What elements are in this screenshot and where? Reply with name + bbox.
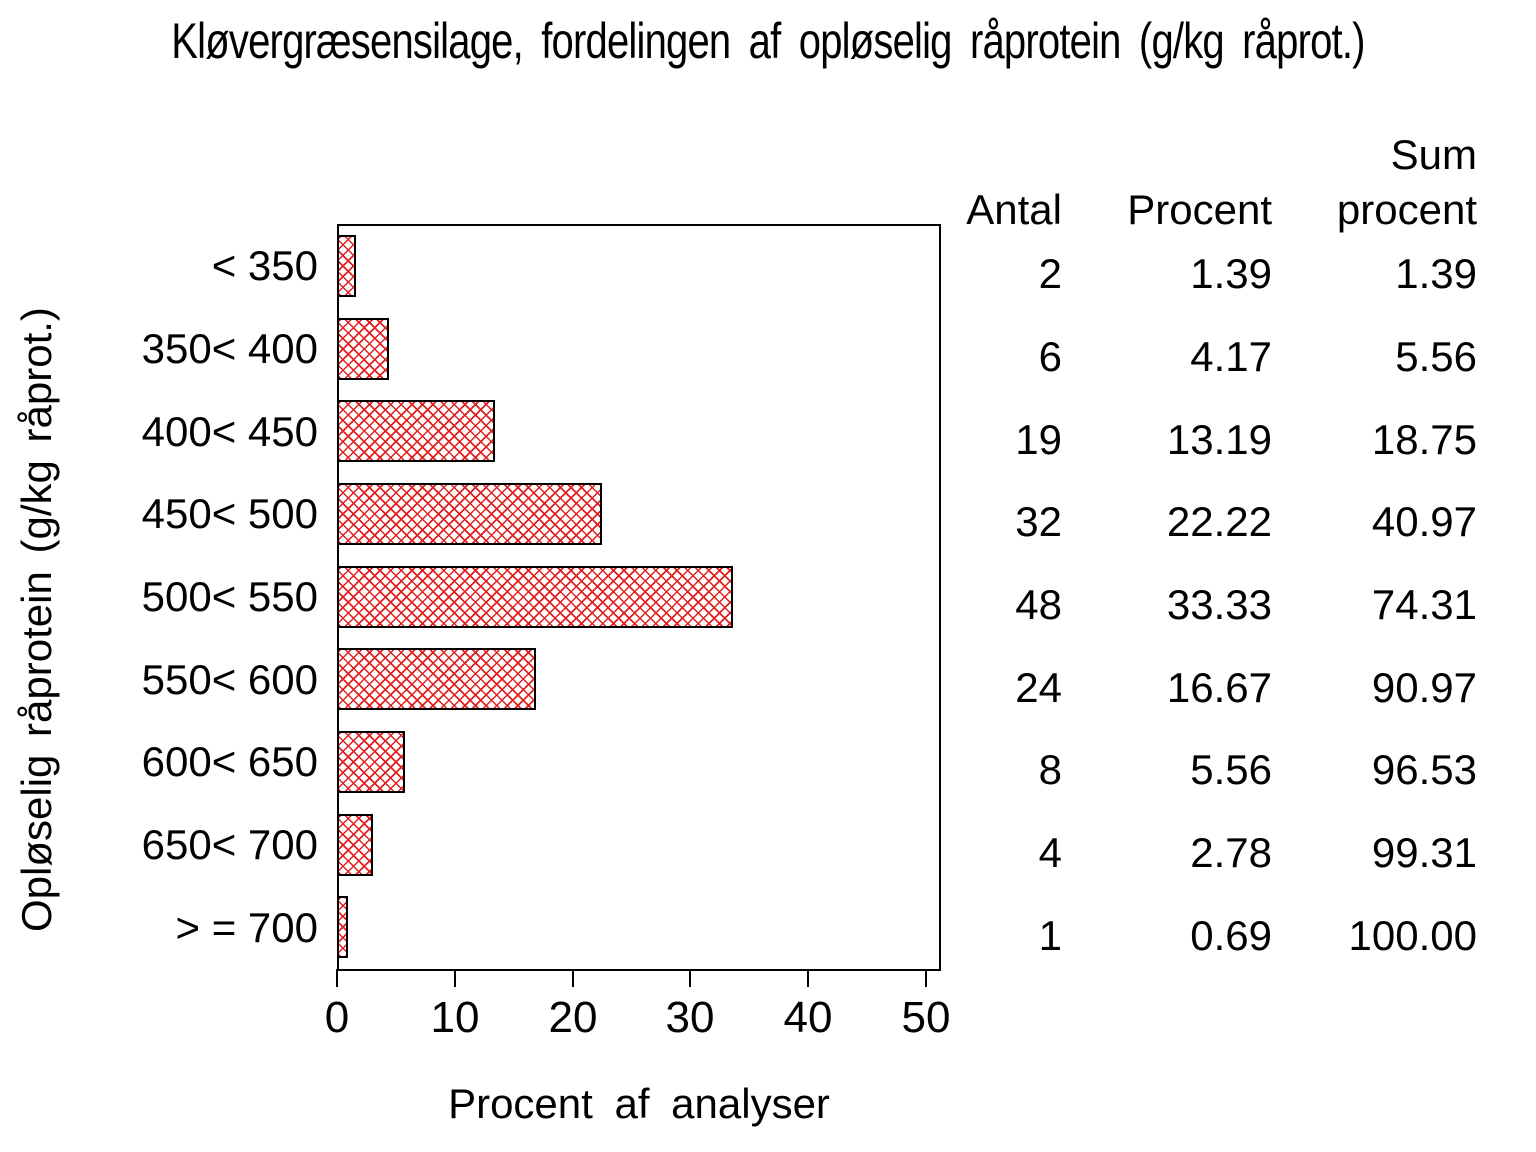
y-axis-title: Opløselig råprotein (g/kg råprot.) — [13, 307, 60, 933]
table-cell-procent: 2.78 — [1190, 829, 1272, 876]
bar-> = 700 — [337, 896, 348, 958]
page-title: Kløvergræsensilage, fordelingen af opløs… — [171, 13, 1365, 69]
bar-600< 650 — [337, 731, 405, 793]
table-cell-procent: 0.69 — [1190, 912, 1272, 959]
table-cell-sum_procent: 90.97 — [1371, 664, 1477, 711]
category-label: 550< 600 — [141, 656, 318, 703]
table-cell-antal: 8 — [1038, 746, 1062, 793]
table-cell-antal: 1 — [1038, 912, 1062, 959]
bar-400< 450 — [337, 400, 495, 462]
x-tick-mark — [689, 969, 691, 987]
table-cell-procent: 1.39 — [1190, 250, 1272, 297]
x-tick-label: 0 — [324, 993, 350, 1042]
table-cell-procent: 22.22 — [1166, 498, 1272, 545]
bar-550< 600 — [337, 648, 536, 710]
x-tick-mark — [572, 969, 574, 987]
x-axis-title: Procent af analyser — [448, 1080, 830, 1127]
table-cell-antal: 19 — [1015, 416, 1062, 463]
x-tick-mark — [336, 969, 338, 987]
table-cell-sum_procent: 5.56 — [1395, 333, 1477, 380]
table-cell-sum_procent: 99.31 — [1371, 829, 1477, 876]
x-tick-mark — [925, 969, 927, 987]
category-label: 650< 700 — [141, 821, 318, 868]
table-cell-sum_procent: 18.75 — [1371, 416, 1477, 463]
category-label: 600< 650 — [141, 738, 318, 785]
table-cell-procent: 33.33 — [1166, 581, 1272, 628]
table-cell-antal: 6 — [1038, 333, 1062, 380]
table-cell-antal: 24 — [1015, 664, 1062, 711]
x-tick-label: 20 — [548, 993, 598, 1042]
category-label: < 350 — [211, 242, 318, 289]
table-cell-antal: 32 — [1015, 498, 1062, 545]
table-cell-antal: 48 — [1015, 581, 1062, 628]
category-label: 500< 550 — [141, 573, 318, 620]
table-cell-procent: 13.19 — [1166, 416, 1272, 463]
bar-650< 700 — [337, 814, 373, 876]
x-tick-mark — [807, 969, 809, 987]
x-tick-label: 10 — [430, 993, 480, 1042]
column-header-sum-line2: procent — [1336, 186, 1477, 233]
x-tick-label: 30 — [665, 993, 715, 1042]
bar-350< 400 — [337, 318, 389, 380]
category-label: 400< 450 — [141, 408, 318, 455]
table-cell-procent: 16.67 — [1166, 664, 1272, 711]
x-tick-label: 50 — [901, 993, 951, 1042]
table-cell-procent: 4.17 — [1190, 333, 1272, 380]
table-cell-sum_procent: 1.39 — [1395, 250, 1477, 297]
x-tick-label: 40 — [783, 993, 833, 1042]
bar-500< 550 — [337, 566, 733, 628]
table-cell-sum_procent: 96.53 — [1371, 746, 1477, 793]
x-tick-mark — [454, 969, 456, 987]
bar-450< 500 — [337, 483, 602, 545]
table-cell-antal: 2 — [1038, 250, 1062, 297]
bar-< 350 — [337, 235, 356, 297]
table-cell-sum_procent: 100.00 — [1348, 912, 1477, 959]
table-cell-antal: 4 — [1038, 829, 1062, 876]
category-label: > = 700 — [175, 904, 318, 951]
column-header-sum-line1: Sum — [1390, 131, 1477, 178]
table-cell-sum_procent: 40.97 — [1371, 498, 1477, 545]
category-label: 450< 500 — [141, 490, 318, 537]
table-cell-procent: 5.56 — [1190, 746, 1272, 793]
column-header-procent: Procent — [1127, 186, 1272, 233]
category-label: 350< 400 — [141, 325, 318, 372]
table-cell-sum_procent: 74.31 — [1371, 581, 1477, 628]
column-header-antal: Antal — [966, 186, 1062, 233]
